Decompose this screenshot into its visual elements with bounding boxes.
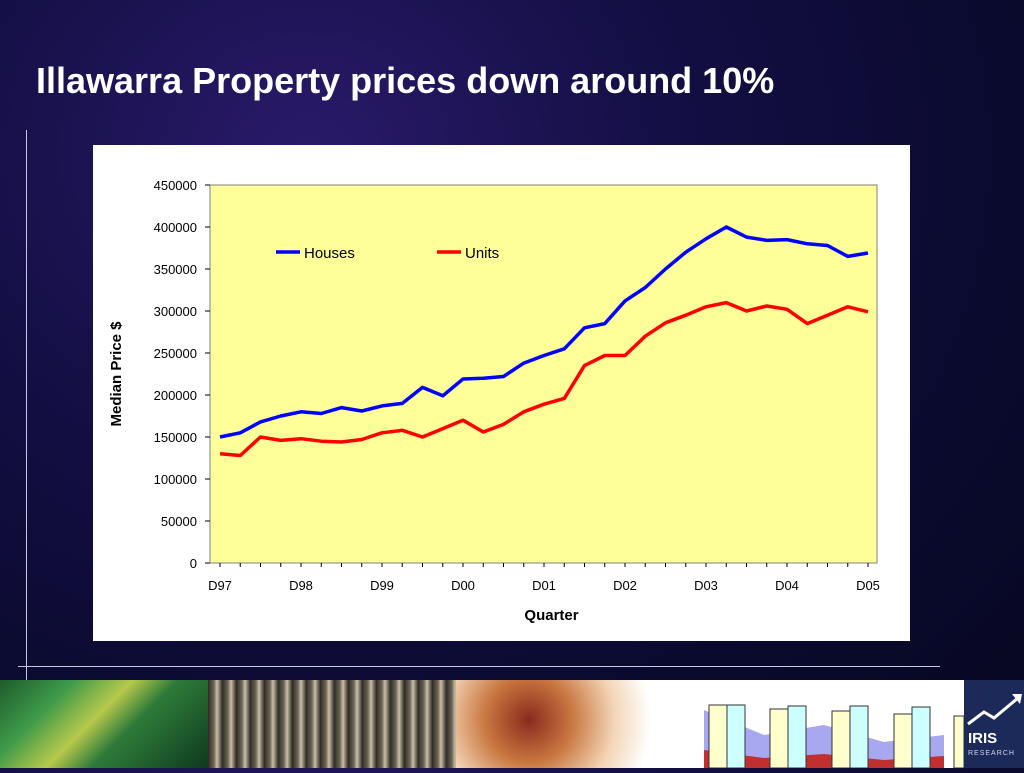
x-tick-label: D97 [208,578,232,593]
y-tick-label: 200000 [154,388,197,403]
y-axis-title: Median Price $ [108,321,125,427]
crowd-photo [208,680,456,768]
bar-chart-thumbnail-graphic [704,704,965,769]
legend-label-units: Units [465,245,499,262]
iris-logo: IRIS RESEARCH [964,680,1024,768]
decorative-vertical-line [26,130,27,690]
line-chart: 0 50000 100000 150000 200000 250000 300000 3500… [108,178,880,624]
series-line-units [219,300,869,458]
x-tick-label: D02 [613,578,637,593]
x-tick-label: D99 [370,578,394,593]
bar-chart-thumbnail [664,680,965,769]
y-tick-label: 350000 [154,262,197,277]
x-axis-title: Quarter [524,607,578,624]
money-photo [0,680,208,768]
decorative-horizontal-line [18,666,940,667]
y-tick-label: 150000 [154,430,197,445]
y-tick-label: 400000 [154,220,197,235]
x-tick-label: D04 [775,578,799,593]
logo-name: IRIS [968,730,998,747]
x-tick-label: D05 [856,578,880,593]
people-photo [456,680,664,768]
plot-area [209,184,878,564]
y-tick-label: 0 [190,556,197,571]
logo-subtitle: RESEARCH [968,750,1015,757]
legend-label-houses: Houses [304,245,355,262]
x-tick-label: D98 [289,578,313,593]
y-tick-label: 450000 [154,178,197,193]
series-line-houses [219,225,869,439]
y-tick-label: 300000 [154,304,197,319]
y-tick-label: 250000 [154,346,197,361]
logo-arrow-icon [967,694,1022,726]
y-tick-label: 50000 [161,514,197,529]
x-tick-label: D03 [694,578,718,593]
y-tick-label: 100000 [154,472,197,487]
x-tick-label: D01 [532,578,556,593]
chart-panel: 0 50000 100000 150000 200000 250000 300000 3500… [93,145,910,641]
slide-title: Illawarra Property prices down around 10… [36,60,775,101]
x-tick-label: D00 [451,578,475,593]
